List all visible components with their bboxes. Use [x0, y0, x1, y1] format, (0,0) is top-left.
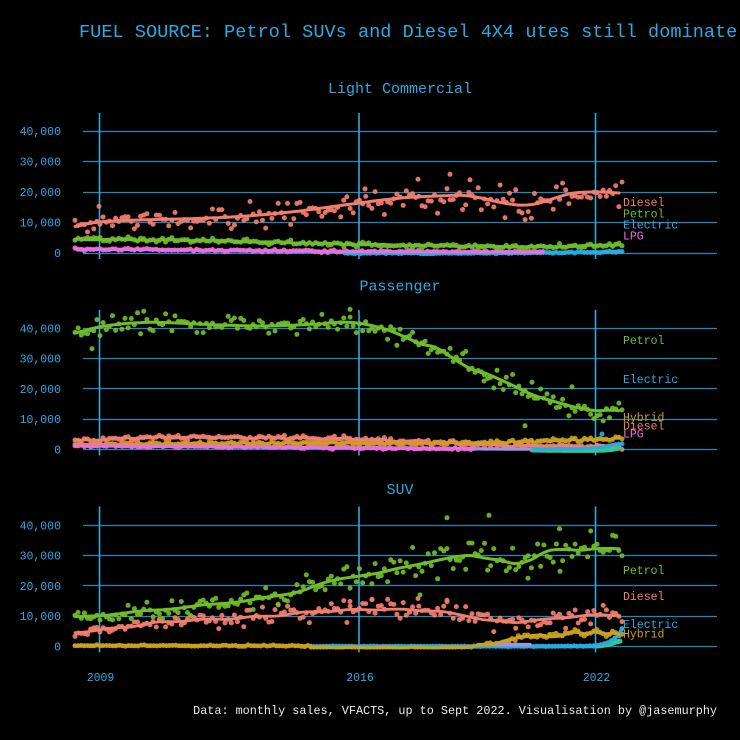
svg-text:Passenger: Passenger: [359, 279, 440, 296]
svg-text:Petrol: Petrol: [623, 209, 665, 222]
svg-text:30,000: 30,000: [20, 157, 62, 170]
svg-text:2016: 2016: [346, 672, 374, 685]
svg-text:2022: 2022: [583, 672, 611, 685]
svg-text:40,000: 40,000: [20, 126, 62, 139]
svg-text:Electric: Electric: [623, 220, 678, 233]
svg-text:Hybrid: Hybrid: [623, 629, 664, 642]
svg-text:40,000: 40,000: [20, 520, 62, 533]
svg-text:0: 0: [54, 641, 61, 654]
svg-text:20,000: 20,000: [20, 187, 62, 200]
svg-text:SUV: SUV: [386, 482, 413, 499]
svg-text:Light Commercial: Light Commercial: [328, 81, 472, 98]
svg-text:30,000: 30,000: [20, 354, 62, 367]
svg-text:20,000: 20,000: [20, 384, 62, 397]
svg-text:40,000: 40,000: [20, 323, 62, 336]
svg-text:FUEL SOURCE: Petrol SUVs and D: FUEL SOURCE: Petrol SUVs and Diesel 4X4 …: [79, 22, 737, 43]
svg-text:2009: 2009: [87, 672, 115, 685]
svg-text:10,000: 10,000: [20, 218, 62, 231]
svg-text:Data: monthly sales, VFACTS, u: Data: monthly sales, VFACTS, up to Sept …: [193, 704, 717, 718]
svg-text:Diesel: Diesel: [623, 591, 665, 604]
svg-text:10,000: 10,000: [20, 611, 62, 624]
svg-text:20,000: 20,000: [20, 581, 62, 594]
svg-text:30,000: 30,000: [20, 551, 62, 564]
svg-text:Hybrid: Hybrid: [623, 412, 664, 425]
svg-text:0: 0: [54, 444, 61, 457]
svg-text:Electric: Electric: [623, 619, 678, 632]
svg-text:LPG: LPG: [623, 231, 644, 244]
svg-text:Diesel: Diesel: [623, 197, 665, 210]
svg-text:Petrol: Petrol: [623, 335, 665, 348]
svg-text:0: 0: [54, 248, 61, 261]
svg-text:Petrol: Petrol: [623, 565, 665, 578]
svg-text:Diesel: Diesel: [623, 421, 665, 434]
svg-text:10,000: 10,000: [20, 414, 62, 427]
svg-text:LPG: LPG: [623, 429, 644, 442]
svg-text:Electric: Electric: [623, 374, 678, 387]
